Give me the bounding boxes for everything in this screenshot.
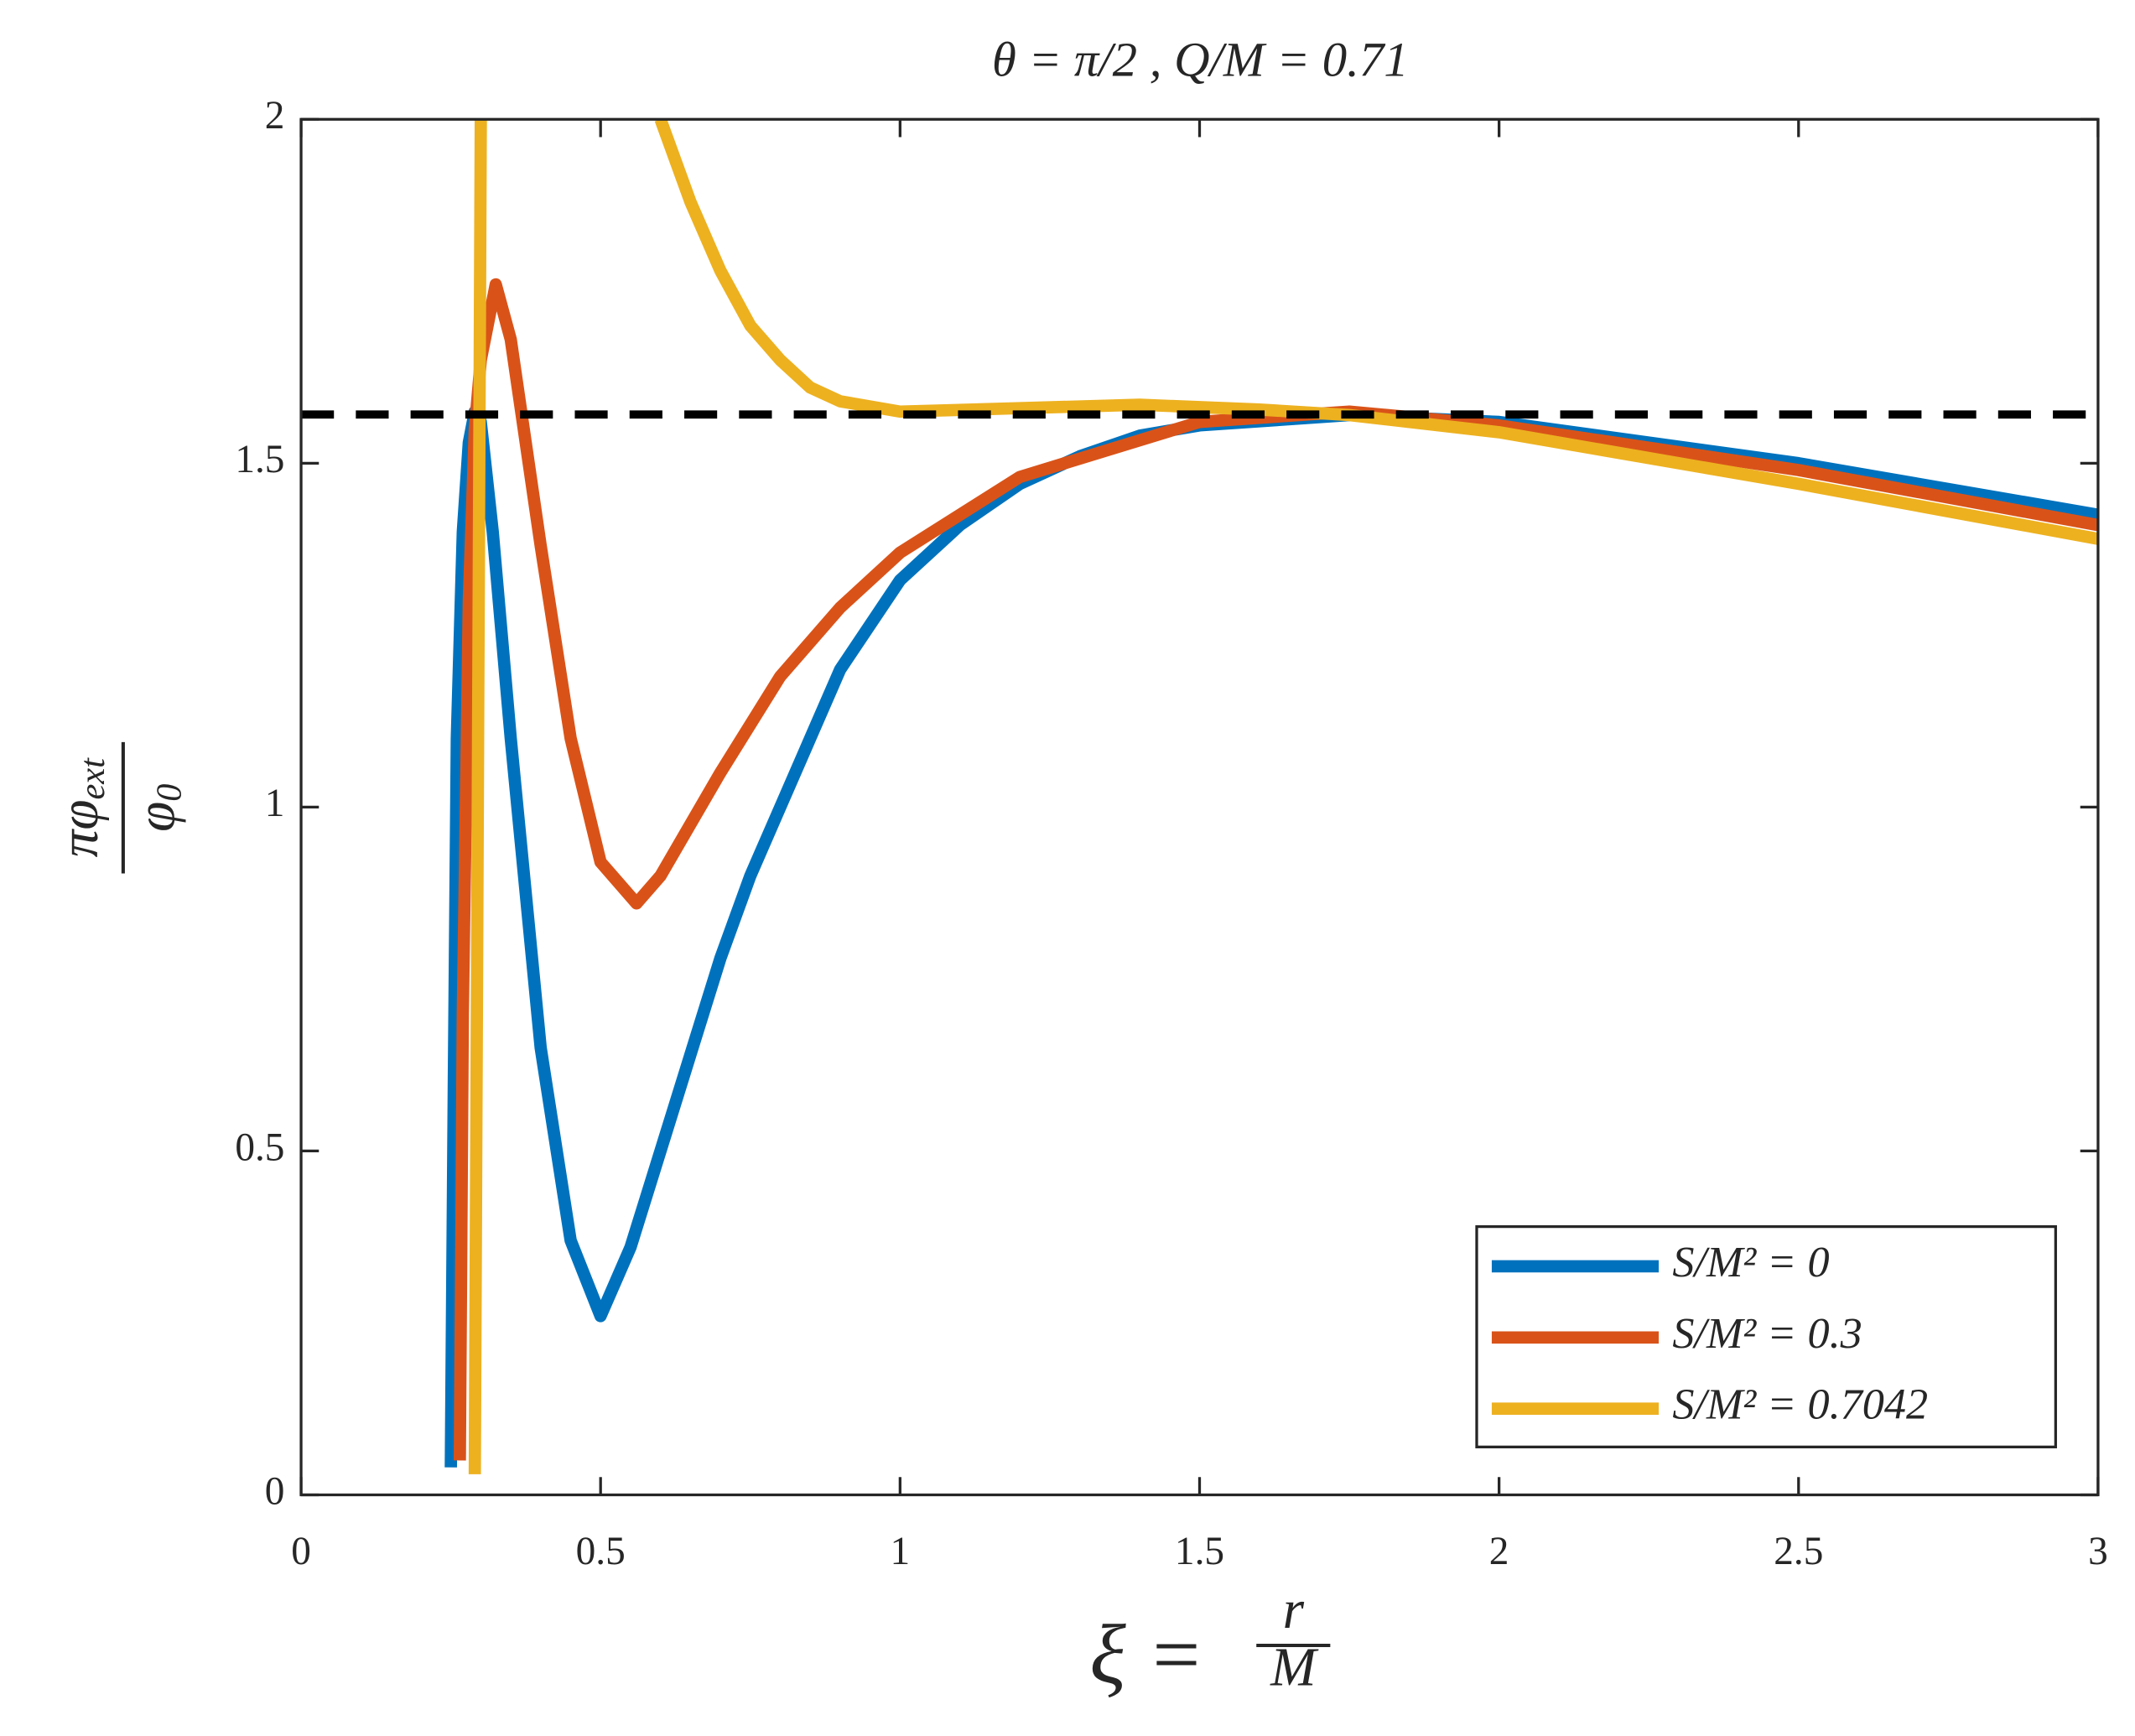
x-tick-label: 1 bbox=[891, 1530, 911, 1573]
y-label-num: πφext bbox=[49, 757, 112, 857]
y-axis-label: πφext φ0 bbox=[49, 741, 190, 874]
legend-label: S/M² = 0 bbox=[1672, 1238, 1829, 1286]
y-tick-label: 2 bbox=[265, 94, 285, 138]
y-tick-label: 0 bbox=[265, 1469, 285, 1513]
legend-label: S/M² = 0.3 bbox=[1672, 1309, 1862, 1358]
x-tick-label: 2.5 bbox=[1774, 1530, 1823, 1573]
x-tick-label: 1.5 bbox=[1175, 1530, 1224, 1573]
x-tick-label: 3 bbox=[2088, 1530, 2108, 1573]
y-tick-label: 1 bbox=[265, 782, 285, 825]
x-label-den: M bbox=[1270, 1638, 1319, 1698]
y-tick-label: 0.5 bbox=[235, 1125, 284, 1169]
y-label-num-sub: ext bbox=[73, 757, 112, 800]
x-label-lhs: ξ = bbox=[1089, 1607, 1204, 1701]
y-label-den-main: φ bbox=[127, 802, 187, 832]
series-line bbox=[468, 119, 2098, 1474]
chart-title: θ = π/2 , Q/M = 0.71 bbox=[992, 32, 1409, 86]
plot-area bbox=[301, 119, 2098, 1474]
y-tick-label: 1.5 bbox=[235, 438, 284, 481]
y-label-den: φ0 bbox=[127, 784, 190, 832]
legend-label: S/M² = 0.7042 bbox=[1672, 1380, 1928, 1429]
y-label-num-main: πφ bbox=[49, 800, 110, 858]
x-label-num: r bbox=[1283, 1580, 1305, 1640]
x-tick-label: 0 bbox=[291, 1530, 311, 1573]
y-label-den-sub: 0 bbox=[149, 784, 189, 802]
x-axis-label: ξ = r M bbox=[1089, 1580, 1331, 1701]
x-tick-label: 0.5 bbox=[576, 1530, 626, 1573]
x-tick-label: 2 bbox=[1489, 1530, 1509, 1573]
